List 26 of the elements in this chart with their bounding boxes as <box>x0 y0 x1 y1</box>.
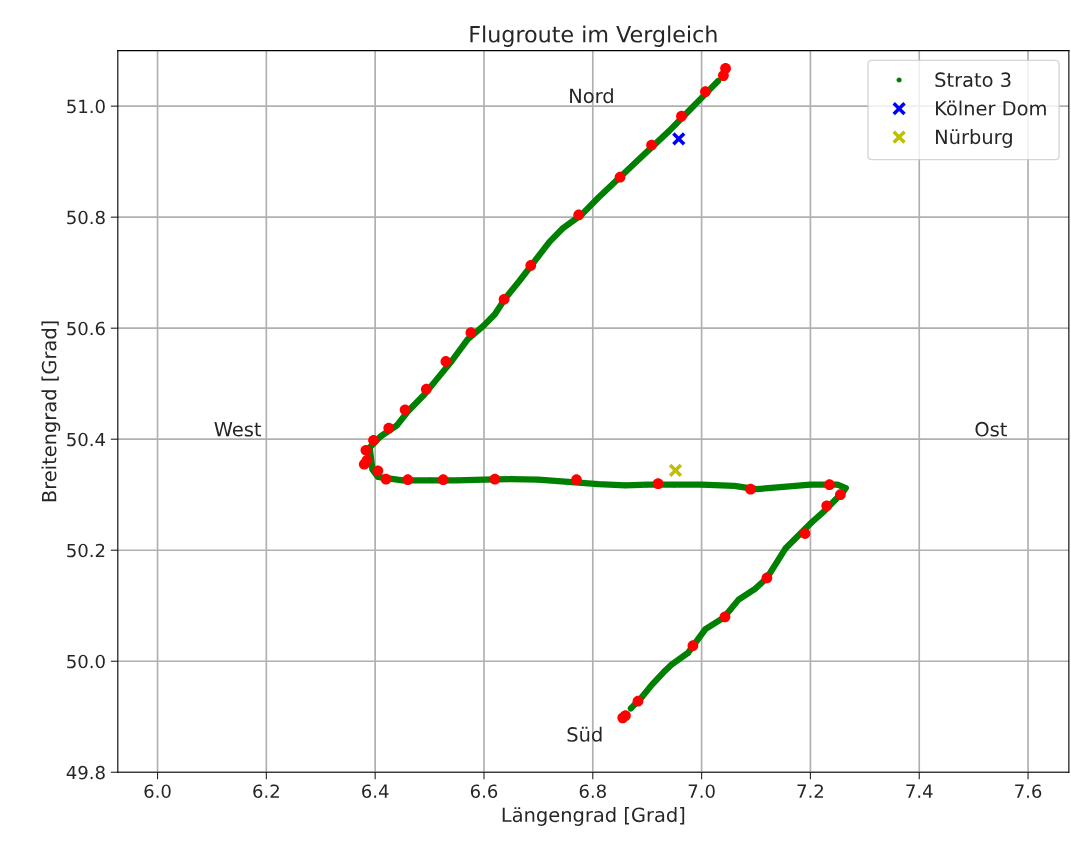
x-tick-label: 7.6 <box>1015 784 1042 799</box>
x-tick-label: 7.4 <box>906 784 933 798</box>
annotation: Süd <box>567 726 602 742</box>
x-tick-label: 7.2 <box>797 784 823 798</box>
annotation: West <box>214 422 262 437</box>
annotation: Nord <box>570 88 613 104</box>
y-tick-label: 50.2 <box>67 543 105 558</box>
x-tick-label: 6.6 <box>470 784 498 799</box>
y-tick-label: 50.6 <box>67 321 105 336</box>
y-tick-label: 50.8 <box>67 210 105 225</box>
x-tick-label: 6.0 <box>144 784 171 799</box>
annotation: Ost <box>975 421 1007 437</box>
x-tick-label: 6.2 <box>253 784 279 799</box>
legend-label: Nürburg <box>936 129 1012 148</box>
legend-label: Kölner Dom <box>936 100 1046 116</box>
x-tick-label: 7.0 <box>688 784 715 799</box>
y-tick-label: 50.0 <box>67 654 105 669</box>
y-axis-title: Breitengrad [Grad] <box>41 321 61 502</box>
x-axis-title: Längengrad [Grad] <box>502 807 685 826</box>
y-tick-label: 49.8 <box>66 765 105 780</box>
y-tick-label: 50.4 <box>67 432 105 447</box>
y-tick-label: 51.0 <box>67 99 105 114</box>
legend-label: Strato 3 <box>935 72 1011 88</box>
x-tick-label: 6.8 <box>579 784 606 799</box>
chart-title: Flugroute im Vergleich <box>470 25 717 47</box>
x-tick-label: 6.4 <box>362 784 389 799</box>
